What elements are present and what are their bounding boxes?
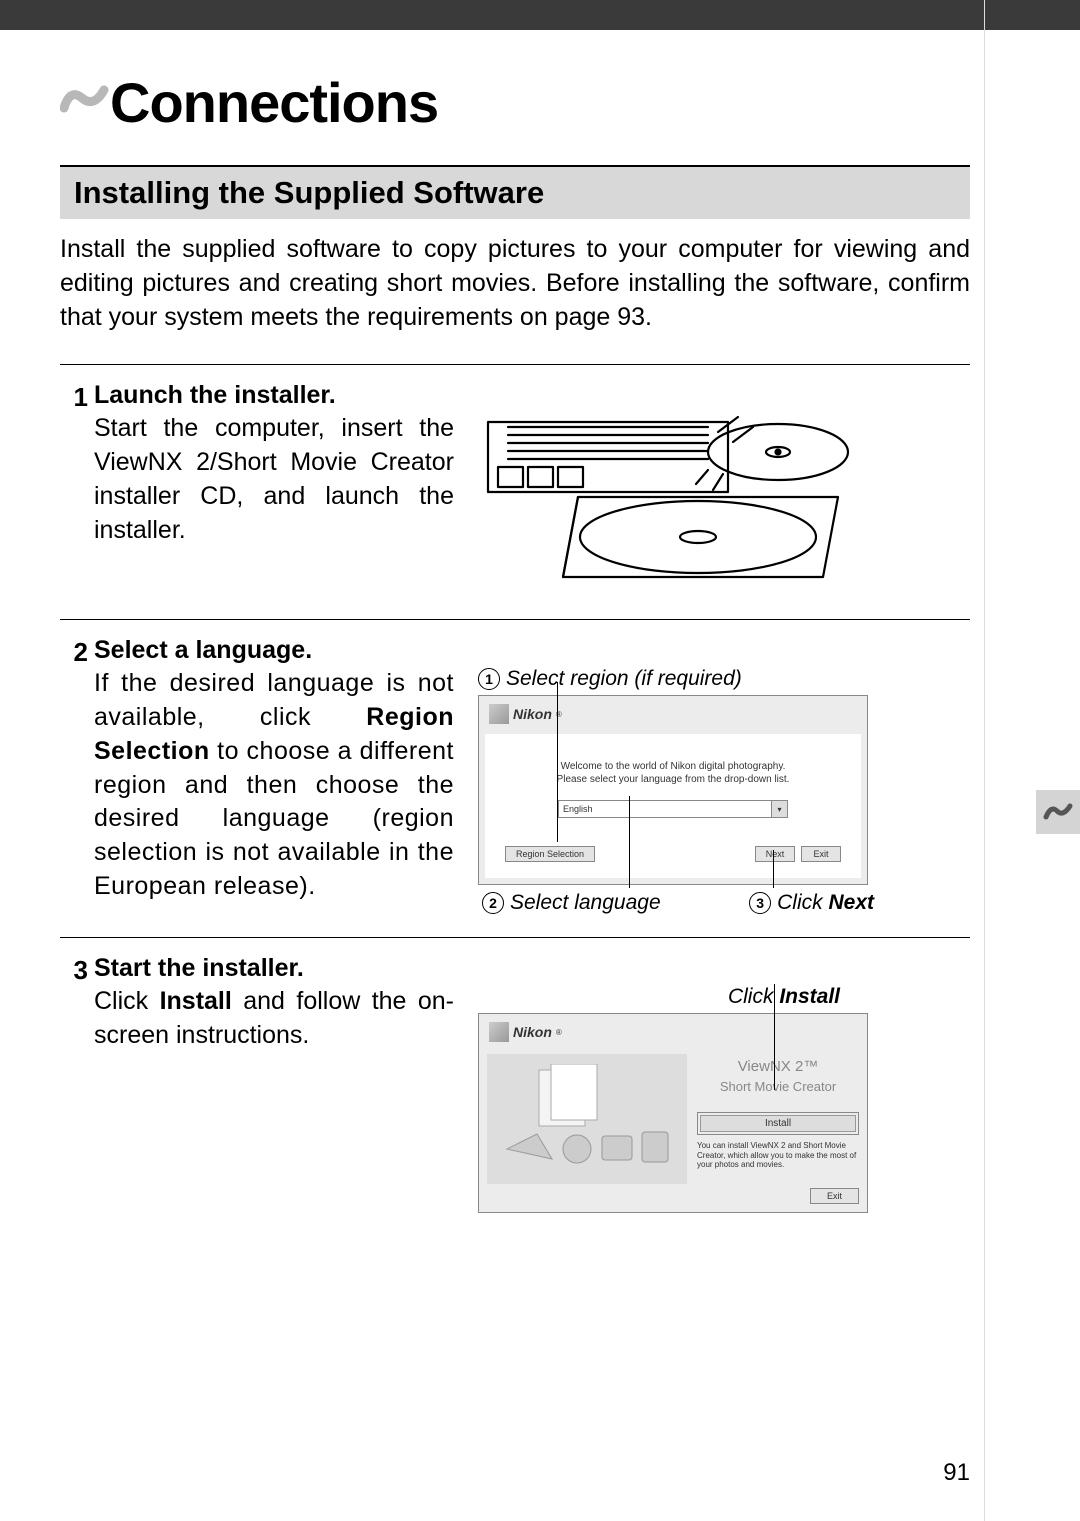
text-fragment: Click: [777, 891, 828, 914]
exit-button[interactable]: Exit: [801, 846, 841, 862]
step-title: Select a language.: [94, 636, 970, 665]
text-line: Please select your language from the dro…: [501, 773, 845, 786]
welcome-text: Welcome to the world of Nikon digital ph…: [501, 760, 845, 786]
install-dialog-figure: Click Install Nikon ®: [478, 985, 878, 1213]
product-name-2: Short Movie Creator: [697, 1079, 859, 1094]
top-header-bar: [0, 0, 1080, 30]
product-name-1: ViewNX 2™: [697, 1058, 859, 1075]
step-number: 2: [60, 636, 94, 915]
installer-language-dialog: Nikon ® Welcome to the world of Nikon di…: [478, 695, 868, 885]
step-2: 2 Select a language. If the desired lang…: [60, 619, 970, 937]
region-selection-button[interactable]: Region Selection: [505, 846, 595, 862]
step-1: 1 Launch the installer. Start the comput…: [60, 364, 970, 619]
text-fragment: Click: [94, 987, 160, 1015]
cd-insert-illustration: [478, 412, 858, 597]
callout-2: 2 Select language: [482, 891, 661, 915]
text-bold: Install: [160, 987, 232, 1015]
step-number: 3: [60, 954, 94, 1213]
page-number: 91: [943, 1459, 970, 1487]
leader-line: [774, 984, 775, 1090]
callout-3: 3 Click Next: [749, 891, 874, 915]
step-title: Start the installer.: [94, 954, 970, 983]
dropdown-arrow-icon[interactable]: ▾: [771, 801, 787, 817]
text-line: Welcome to the world of Nikon digital ph…: [501, 760, 845, 773]
logo-square-icon: [489, 1022, 509, 1042]
page-content: Connections Installing the Supplied Soft…: [0, 30, 1080, 1275]
chapter-connection-icon: [60, 78, 110, 127]
brand-text: Nikon: [513, 706, 552, 722]
callout-text: Select region (if required): [506, 667, 742, 691]
language-dialog-figure: 1 Select region (if required) Nikon ® We…: [478, 667, 878, 915]
leader-line: [557, 682, 558, 842]
logo-square-icon: [489, 704, 509, 724]
chapter-title: Connections: [110, 70, 970, 135]
leader-line: [773, 850, 774, 888]
step-3: 3 Start the installer. Click Install and…: [60, 937, 970, 1235]
section-heading: Installing the Supplied Software: [60, 165, 970, 219]
exit-button[interactable]: Exit: [810, 1188, 859, 1204]
brand-text: Nikon: [513, 1024, 552, 1040]
step-text: Click Install and follow the on-screen i…: [94, 985, 454, 1213]
step-title: Launch the installer.: [94, 381, 970, 410]
next-button[interactable]: Next: [755, 846, 795, 862]
step-number: 1: [60, 381, 94, 597]
callout-1: 1 Select region (if required): [478, 667, 878, 691]
callout-text: Select language: [510, 891, 661, 915]
callout-install: Click Install: [478, 985, 878, 1009]
install-description: You can install ViewNX 2 and Short Movie…: [697, 1141, 859, 1170]
side-tab-connection-icon: [1036, 790, 1080, 834]
install-button-frame: Install: [697, 1112, 859, 1135]
leader-line: [629, 796, 630, 888]
text-bold: Install: [779, 985, 840, 1008]
dialog-logo-area: Nikon ®: [479, 1014, 867, 1046]
intro-paragraph: Install the supplied software to copy pi…: [60, 233, 970, 334]
product-thumbnail-area: [487, 1054, 687, 1184]
text-bold: Next: [828, 891, 874, 914]
dropdown-value: English: [559, 804, 771, 814]
step-text: If the desired language is not available…: [94, 667, 454, 915]
registered-mark: ®: [556, 1028, 562, 1037]
step-text: Start the computer, insert the ViewNX 2/…: [94, 412, 454, 597]
text-fragment: Click: [728, 985, 779, 1008]
language-dropdown[interactable]: English ▾: [558, 800, 788, 818]
installer-main-dialog: Nikon ®: [478, 1013, 868, 1213]
dialog-logo-area: Nikon ®: [479, 696, 867, 728]
install-button[interactable]: Install: [700, 1115, 856, 1132]
